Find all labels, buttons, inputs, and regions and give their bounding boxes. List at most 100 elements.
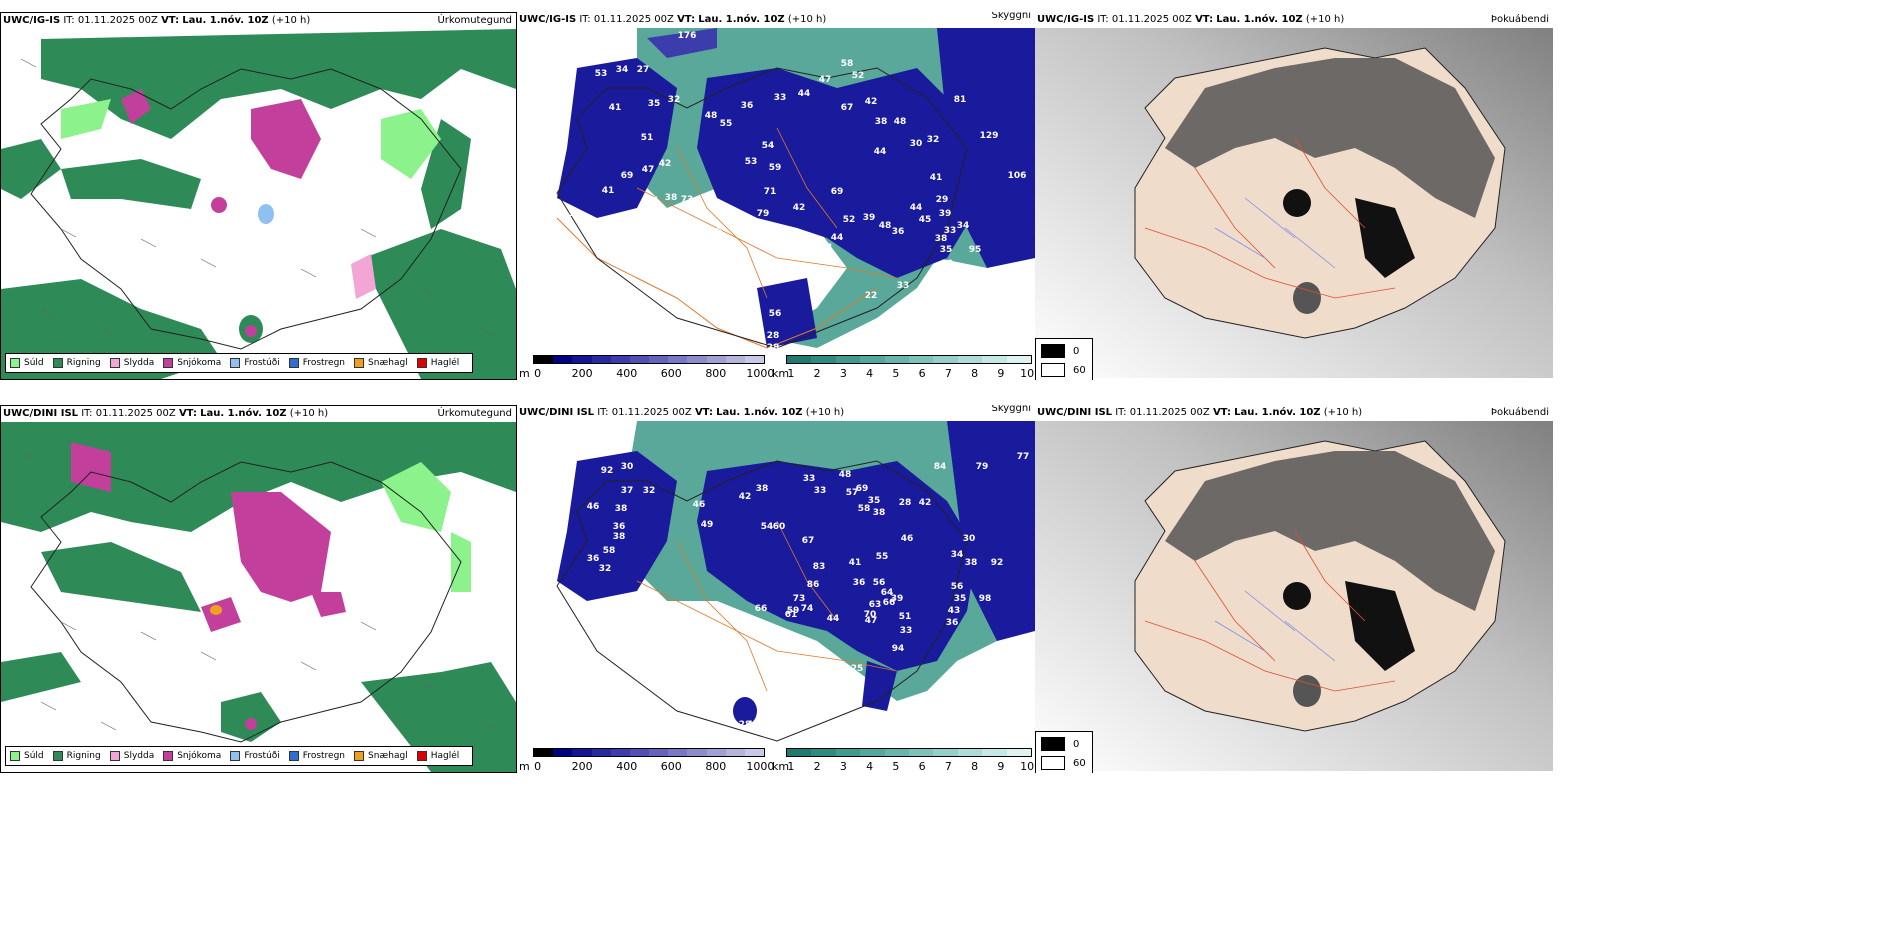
- cloud-base-value: 38: [613, 532, 626, 542]
- colorbar-segment: [884, 749, 910, 756]
- legend-item-haglel: Haglél: [416, 358, 459, 368]
- cloud-base-value: 83: [813, 562, 826, 572]
- legend-item-snaehagl: Snæhagl: [354, 358, 408, 368]
- legend-item-sudd: Súld: [10, 358, 44, 368]
- panel-header: UWC/IG-IS IT: 01.11.2025 00Z VT: Lau. 1.…: [1035, 12, 1553, 28]
- cloud-base-value: 41: [930, 173, 943, 183]
- colorbar-segment: [649, 749, 669, 756]
- cloud-base-value: 47: [819, 75, 832, 85]
- precip-map: [1, 29, 516, 379]
- cloud-base-value: 45: [741, 323, 754, 333]
- colorbar-tick-label: 1: [787, 367, 795, 380]
- cloud-base-value: 38: [615, 504, 628, 514]
- colorbar-tick-label: 800: [705, 760, 727, 773]
- cloud-base-value: 32: [643, 486, 656, 496]
- cloud-base-value: 95: [969, 245, 982, 255]
- panel-title: Úrkomutegund: [437, 408, 512, 419]
- cloud-base-value: 46: [693, 500, 706, 510]
- colorbar-tick-label: 1000: [746, 367, 775, 380]
- legend-item-snjokoma: Snjókoma: [163, 358, 221, 368]
- cloud-base-value: 44: [910, 203, 923, 213]
- precip-legend: Súld Rigning Slydda Snjókoma Frostúði Fr…: [5, 746, 474, 766]
- cloud-base-value: 44: [827, 614, 840, 624]
- colorbar-tick-label: 10: [1020, 760, 1035, 773]
- cloud-base-value: 53: [745, 157, 758, 167]
- colorbar-segment: [835, 749, 861, 756]
- cloud-base-value: 58: [858, 504, 871, 514]
- cloud-base-value: 28: [767, 343, 780, 353]
- cloud-base-value: 66: [755, 604, 768, 614]
- cloud-base-value: 60: [605, 446, 618, 456]
- colorbar-segment: [860, 749, 885, 756]
- cloud-base-value: 30: [621, 462, 634, 472]
- it-value: 01.11.2025 00Z: [77, 15, 158, 26]
- cloud-base-value: 28: [937, 263, 950, 273]
- cloud-base-value: 82: [929, 269, 942, 279]
- colorbar-segment: [725, 356, 745, 363]
- colorbar-tick-label: 400: [616, 367, 638, 380]
- colorbar-tick-label: 5: [892, 760, 900, 773]
- cloud-base-value: 30: [963, 534, 976, 544]
- cloud-base-value: 39: [939, 209, 952, 219]
- cloud-base-value: 37: [568, 209, 581, 219]
- cloud-base-value: 79: [976, 462, 989, 472]
- colorbar-segment: [553, 356, 573, 363]
- colorbar-ticks: 1 2 3 4 5 6 7 8 9 10: [786, 366, 1034, 380]
- colorbar-segment: [725, 749, 745, 756]
- cloud-base-value: 42: [739, 492, 752, 502]
- cloud-base-value: 71: [647, 196, 660, 206]
- cloud-base-value: 30: [910, 139, 923, 149]
- colorbar-tick-label: 600: [660, 367, 682, 380]
- cloud-base-value: 41: [609, 103, 622, 113]
- cover-legend-item: 60: [1041, 363, 1086, 377]
- cloud-base-value: 34: [616, 65, 629, 75]
- colorbar-segment: [744, 749, 765, 756]
- colorbar-tick-label: 2: [813, 367, 821, 380]
- colorbar-tick-label: 8: [971, 367, 979, 380]
- visibility-colorbar: km 1 2 3 4 5 6 7 8 9 10: [772, 739, 1035, 773]
- colorbar-segment: [629, 749, 650, 756]
- colorbar-segment: [860, 356, 885, 363]
- cloud-base-value: 35: [868, 496, 881, 506]
- colorbar-unit: km: [772, 367, 790, 380]
- colorbar-segment: [668, 749, 688, 756]
- colorbar-tick-label: 200: [571, 760, 593, 773]
- cloud-base-value: 48: [705, 111, 718, 121]
- cloud-base-value: 51: [641, 133, 654, 143]
- colorbar-segment: [933, 749, 958, 756]
- cloud-base-value: 42: [659, 159, 672, 169]
- cloud-base-value: 48: [879, 221, 892, 231]
- panel-title: Þokuábendi: [1490, 407, 1549, 418]
- colorbar-segment: [668, 356, 688, 363]
- colorbar-tick-label: 1: [787, 760, 795, 773]
- cloud-base-value: 33: [900, 626, 913, 636]
- colorbar-segment: [687, 749, 707, 756]
- cloud-base-value: 27: [637, 65, 650, 75]
- cloud-base-value: 35: [940, 245, 953, 255]
- cloud-base-value: 29: [936, 195, 949, 205]
- cloud-base-value: 42: [865, 97, 878, 107]
- legend-item-frostudi: Frostúði: [230, 358, 280, 368]
- panel-header: UWC/DINI ISL IT: 01.11.2025 00Z VT: Lau.…: [517, 405, 1035, 421]
- colorbar-tick-label: 200: [571, 367, 593, 380]
- colorbar-unit: m: [519, 367, 530, 380]
- colorbar-segment: [572, 749, 592, 756]
- colorbar-segment: [706, 356, 726, 363]
- cloud-base-value: 54: [761, 522, 774, 532]
- cloud-cover-legend: 0 60: [1035, 338, 1093, 380]
- cloud-base-value: 22: [865, 291, 878, 301]
- cloud-base-value: 55: [720, 119, 733, 129]
- cloud-base-value: 69: [856, 484, 869, 494]
- cloud-base-value: 36: [853, 578, 866, 588]
- cloud-base-value: 67: [802, 536, 815, 546]
- precip-type-panel-row1: UWC/IG-IS IT: 01.11.2025 00Z VT: Lau. 1.…: [0, 12, 517, 380]
- cloud-base-value: 73: [681, 195, 694, 205]
- cloud-base-value: 28: [767, 331, 780, 341]
- cloud-base-value: 33: [944, 226, 957, 236]
- cloud-base-value: 33: [897, 281, 910, 291]
- cloud-base-value: 33: [774, 93, 787, 103]
- cloud-base-value: 69: [831, 187, 844, 197]
- cloud-base-value: 49: [701, 520, 714, 530]
- cloud-base-value: 44: [798, 89, 811, 99]
- cloud-base-value: 63: [869, 600, 882, 610]
